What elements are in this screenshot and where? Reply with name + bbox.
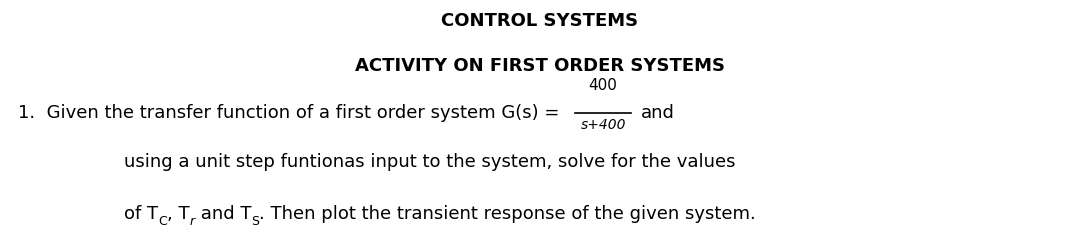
Text: C: C xyxy=(159,215,167,228)
Text: s+400: s+400 xyxy=(580,118,626,132)
Text: using a unit step funtionas input to the system, solve for the values: using a unit step funtionas input to the… xyxy=(124,153,735,171)
Text: , T: , T xyxy=(167,205,190,223)
Text: . Then plot the transient response of the given system.: . Then plot the transient response of th… xyxy=(259,205,756,223)
Text: and: and xyxy=(642,104,675,122)
Text: 400: 400 xyxy=(589,78,618,93)
Text: S: S xyxy=(252,215,259,228)
Text: 1.  Given the transfer function of a first order system G(s) =: 1. Given the transfer function of a firs… xyxy=(18,104,565,122)
Text: r: r xyxy=(190,215,194,228)
Text: ACTIVITY ON FIRST ORDER SYSTEMS: ACTIVITY ON FIRST ORDER SYSTEMS xyxy=(355,57,725,75)
Text: CONTROL SYSTEMS: CONTROL SYSTEMS xyxy=(442,12,638,30)
Text: of T: of T xyxy=(124,205,159,223)
Text: and T: and T xyxy=(194,205,252,223)
